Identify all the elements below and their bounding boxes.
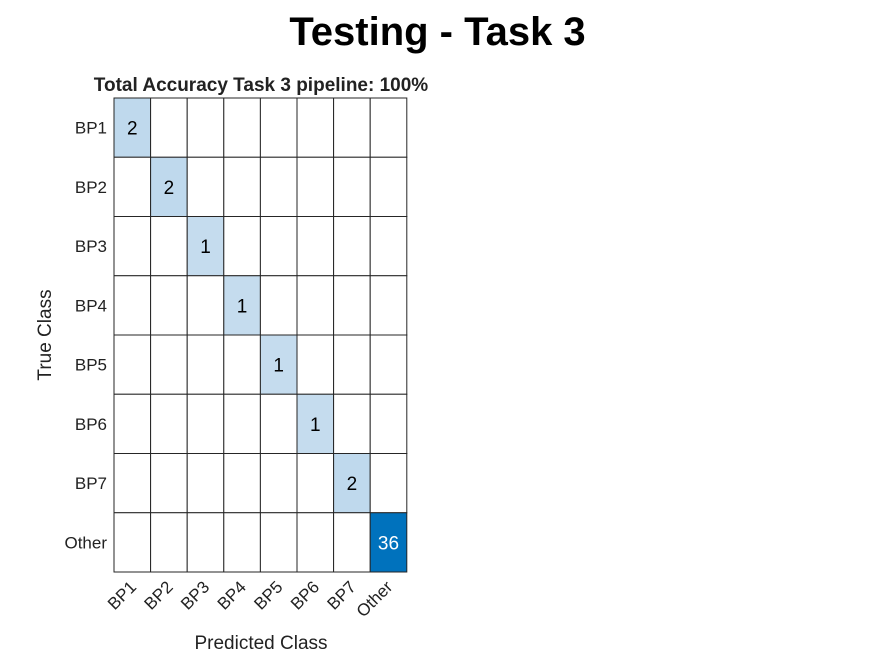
- row-tick-label: Other: [64, 533, 107, 552]
- matrix-cell: [333, 275, 371, 336]
- row-tick-label: BP7: [75, 474, 107, 493]
- matrix-cell: [150, 393, 188, 454]
- cell-value-label: 1: [200, 237, 211, 258]
- matrix-cell: [369, 334, 408, 395]
- matrix-cell: [369, 393, 408, 454]
- matrix-cell: [223, 393, 261, 454]
- matrix-cell: [333, 512, 371, 573]
- cell-value-label: 1: [310, 415, 321, 436]
- matrix-cell: [186, 216, 225, 277]
- matrix-cell: [186, 334, 225, 395]
- cell-value-label: 2: [127, 119, 138, 140]
- chart-title: Total Accuracy Task 3 pipeline: 100%: [94, 75, 428, 96]
- matrix-cell: [259, 97, 298, 158]
- row-tick-label: BP2: [75, 178, 107, 197]
- matrix-cell: [113, 393, 152, 454]
- matrix-cell: [186, 453, 225, 514]
- matrix-cell: [223, 512, 261, 573]
- matrix-cell: [333, 156, 371, 217]
- matrix-cell: [333, 334, 371, 395]
- matrix-cell: [296, 453, 335, 514]
- cell-value-label: 2: [347, 474, 358, 495]
- matrix-cell: [369, 453, 408, 514]
- column-tick-label: Other: [353, 577, 397, 621]
- matrix-cell: [369, 275, 408, 336]
- row-tick-label: BP4: [75, 296, 107, 315]
- cell-value-label: 1: [237, 296, 248, 317]
- matrix-cell: [223, 97, 261, 158]
- figure-title: Testing - Task 3: [289, 10, 586, 54]
- matrix-cell: [296, 275, 335, 336]
- matrix-cell: [333, 216, 371, 277]
- matrix-cell: [186, 97, 225, 158]
- matrix-cell: [150, 275, 188, 336]
- column-tick-label: BP6: [287, 577, 323, 613]
- column-tick-label: BP1: [104, 577, 140, 613]
- cell-value-label: 2: [164, 178, 175, 199]
- matrix-cell: [186, 156, 225, 217]
- row-tick-label: BP1: [75, 119, 107, 138]
- cell-value-label: 36: [378, 533, 399, 554]
- row-tick-labels: BP1 BP2 BP3 BP4 BP5 BP6 BP7 Other: [64, 119, 107, 553]
- matrix-cell: [186, 275, 225, 336]
- matrix-cell: [113, 453, 152, 514]
- matrix-cell: [113, 216, 152, 277]
- matrix-cell: [296, 334, 335, 395]
- matrix-cell: [296, 216, 335, 277]
- matrix-cell: [223, 156, 261, 217]
- matrix-cell: [296, 156, 335, 217]
- column-tick-label: BP3: [177, 577, 213, 613]
- matrix-cell: [113, 275, 152, 336]
- matrix-cell: [223, 216, 261, 277]
- matrix-cells: 2 2 1 1 1 1 2 36: [113, 97, 408, 573]
- matrix-cell: [369, 97, 408, 158]
- matrix-cell: [259, 156, 298, 217]
- matrix-cell: [259, 453, 298, 514]
- column-tick-label: BP2: [141, 577, 177, 613]
- matrix-cell: [259, 512, 298, 573]
- matrix-cell: [333, 393, 371, 454]
- matrix-cell: [150, 512, 188, 573]
- matrix-cell: [296, 512, 335, 573]
- matrix-cell: [223, 453, 261, 514]
- matrix-cell: [186, 393, 225, 454]
- matrix-cell: [259, 275, 298, 336]
- row-tick-label: BP6: [75, 415, 107, 434]
- x-axis-label: Predicted Class: [194, 633, 327, 654]
- column-tick-label: BP4: [214, 577, 250, 613]
- matrix-cell: [369, 156, 408, 217]
- matrix-cell: [369, 512, 408, 573]
- matrix-cell: [113, 512, 152, 573]
- matrix-cell: [186, 512, 225, 573]
- matrix-cell: [150, 156, 188, 217]
- matrix-cell: [259, 393, 298, 454]
- matrix-cell: [333, 97, 371, 158]
- matrix-cell: [369, 216, 408, 277]
- matrix-cell: [296, 97, 335, 158]
- y-axis-label: True Class: [35, 289, 56, 380]
- matrix-cell: [150, 453, 188, 514]
- matrix-cell: [113, 156, 152, 217]
- matrix-cell: [150, 216, 188, 277]
- row-tick-label: BP3: [75, 237, 107, 256]
- matrix-cell: [259, 216, 298, 277]
- row-tick-label: BP5: [75, 356, 107, 375]
- column-tick-label: BP5: [250, 577, 286, 613]
- matrix-cell: [223, 334, 261, 395]
- matrix-cell: [113, 97, 152, 158]
- matrix-cell: [150, 334, 188, 395]
- matrix-cell: [150, 97, 188, 158]
- matrix-cell: [113, 334, 152, 395]
- cell-value-label: 1: [273, 356, 284, 377]
